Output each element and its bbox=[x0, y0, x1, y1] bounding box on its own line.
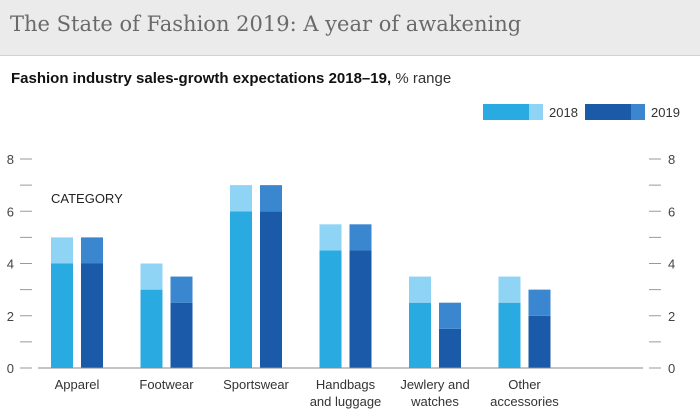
bar-2019-range bbox=[260, 185, 282, 212]
y-tick-label-right: 2 bbox=[668, 309, 675, 324]
legend-swatch-2018-range bbox=[529, 104, 543, 120]
bar-2019-base bbox=[260, 211, 282, 368]
x-category-label: Apparel bbox=[55, 377, 100, 392]
bar-2018-range bbox=[319, 224, 342, 251]
x-category-label: Jewlery and watches bbox=[400, 377, 469, 409]
bar-2018-base bbox=[319, 250, 342, 368]
bar-2019-range bbox=[439, 302, 461, 329]
y-tick-label-left: 8 bbox=[7, 152, 14, 167]
bar-2019-base bbox=[439, 328, 461, 368]
bar-2018-base bbox=[409, 302, 431, 368]
x-category-label: Other accessories bbox=[490, 377, 559, 409]
bar-2018-base bbox=[230, 211, 252, 368]
y-tick-label-right: 4 bbox=[668, 257, 675, 272]
chart-title: Fashion industry sales-growth expectatio… bbox=[11, 70, 451, 87]
bar-2018-range bbox=[230, 185, 252, 212]
y-tick-label-left: 6 bbox=[7, 204, 14, 219]
y-tick-label-right: 0 bbox=[668, 361, 675, 376]
x-category-label: Sportswear bbox=[223, 377, 289, 392]
y-tick-label-left: 0 bbox=[7, 361, 14, 376]
legend-swatch-2019-range bbox=[631, 104, 645, 120]
bar-2019-base bbox=[170, 302, 193, 368]
bar-2018-base bbox=[498, 302, 521, 368]
header-banner: The State of Fashion 2019: A year of awa… bbox=[0, 0, 700, 56]
y-tick-label-left: 2 bbox=[7, 309, 14, 324]
chart-title-main: Fashion industry sales-growth expectatio… bbox=[11, 70, 392, 87]
x-category-label-line: watches bbox=[410, 394, 459, 409]
bar-2018-range bbox=[140, 263, 163, 290]
x-category-label-line: Other bbox=[508, 377, 541, 392]
bar-2018-base bbox=[140, 289, 163, 368]
bar-2019-range bbox=[81, 237, 103, 264]
bar-2019-range bbox=[349, 224, 372, 251]
chart-annotation: CATEGORY bbox=[51, 191, 123, 206]
bar-2019-range bbox=[528, 289, 551, 316]
x-category-label-line: and luggage bbox=[310, 394, 382, 409]
legend-label-2018: 2018 bbox=[549, 105, 578, 120]
legend-swatch-2018-base bbox=[483, 104, 529, 120]
x-category-label-line: Apparel bbox=[55, 377, 100, 392]
x-category-label-line: Footwear bbox=[139, 377, 194, 392]
y-tick-label-right: 6 bbox=[668, 204, 675, 219]
y-tick-label-left: 4 bbox=[7, 257, 14, 272]
x-category-label-line: Sportswear bbox=[223, 377, 289, 392]
bar-2018-range bbox=[51, 237, 73, 264]
x-category-label-line: Handbags bbox=[316, 377, 376, 392]
legend-label-2019: 2019 bbox=[651, 105, 680, 120]
bar-2018-range bbox=[498, 276, 521, 303]
bar-2019-base bbox=[349, 250, 372, 368]
bar-2019-base bbox=[81, 263, 103, 368]
chart-title-unit: % range bbox=[395, 70, 452, 87]
legend-swatch-2019-base bbox=[585, 104, 631, 120]
y-tick-label-right: 8 bbox=[668, 152, 675, 167]
bar-2019-range bbox=[170, 276, 193, 303]
bar-2018-range bbox=[409, 276, 431, 303]
page-title: The State of Fashion 2019: A year of awa… bbox=[10, 12, 522, 36]
x-category-label: Handbags and luggage bbox=[310, 377, 382, 409]
x-category-label-line: Jewlery and bbox=[400, 377, 469, 392]
bar-2018-base bbox=[51, 263, 73, 368]
x-category-label: Footwear bbox=[139, 377, 194, 392]
bar-2019-base bbox=[528, 315, 551, 368]
x-category-label-line: accessories bbox=[490, 394, 559, 409]
